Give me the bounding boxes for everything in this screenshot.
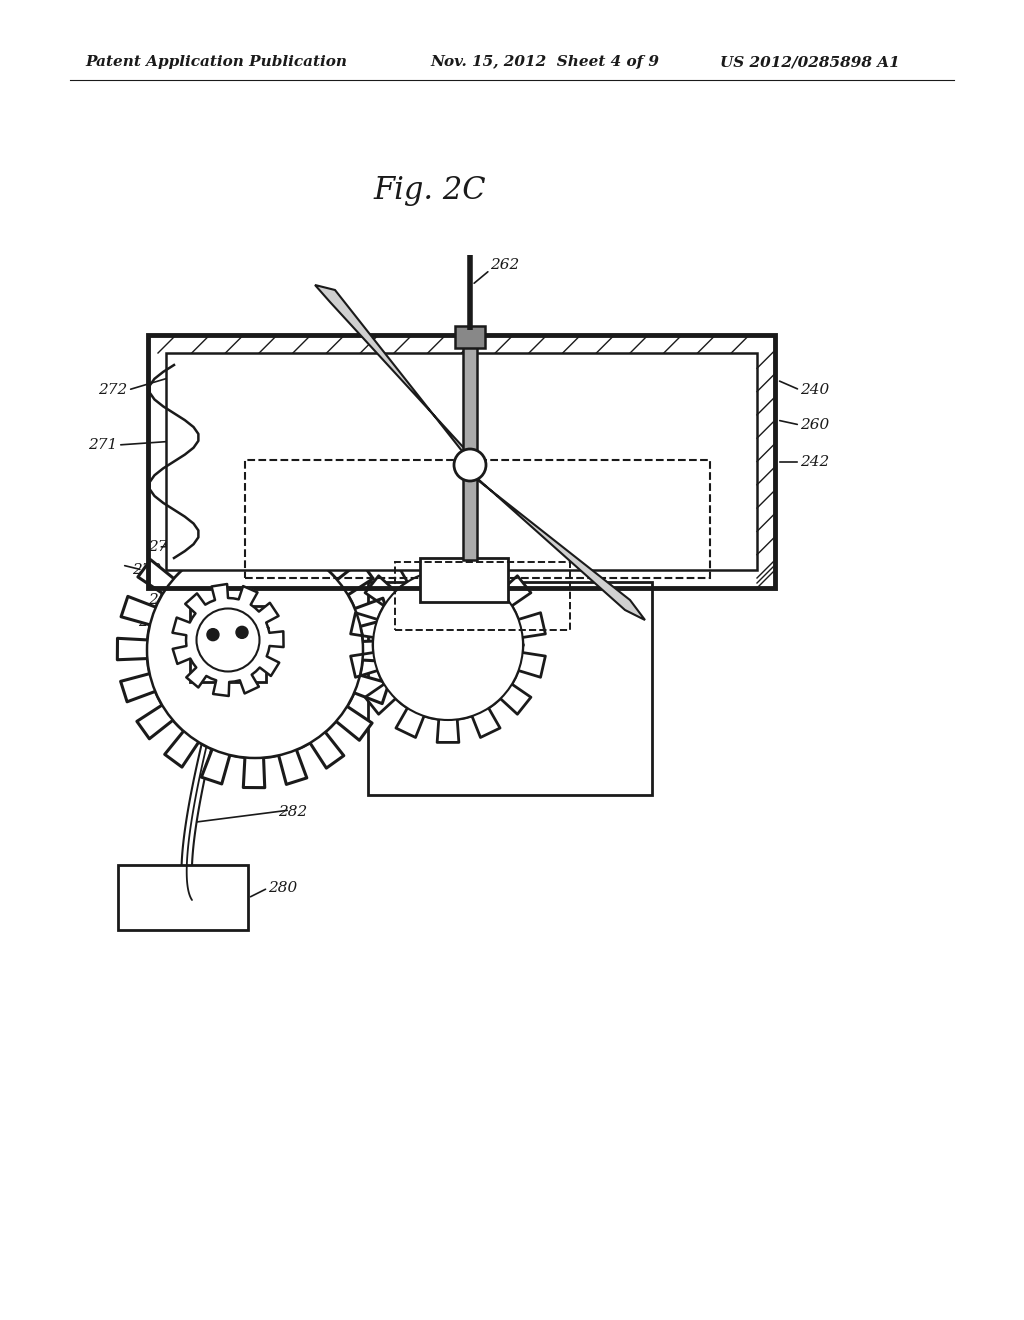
Circle shape <box>207 628 219 640</box>
Bar <box>420 558 508 602</box>
Text: 262: 262 <box>490 257 519 272</box>
Text: 270: 270 <box>132 564 161 577</box>
Bar <box>395 562 570 630</box>
Text: US 2012/0285898 A1: US 2012/0285898 A1 <box>720 55 900 69</box>
Circle shape <box>454 449 486 480</box>
Text: 271: 271 <box>88 438 118 451</box>
Text: 282: 282 <box>278 805 307 818</box>
Bar <box>455 326 485 348</box>
Text: 255: 255 <box>148 593 177 607</box>
Text: 250: 250 <box>570 612 599 627</box>
Text: 280: 280 <box>268 880 297 895</box>
Bar <box>463 330 477 560</box>
Text: 274: 274 <box>148 540 177 554</box>
Text: 222: 222 <box>620 663 649 677</box>
Text: Patent Application Publication: Patent Application Publication <box>85 55 347 69</box>
Text: Nov. 15, 2012  Sheet 4 of 9: Nov. 15, 2012 Sheet 4 of 9 <box>430 55 659 69</box>
Circle shape <box>373 570 523 719</box>
Bar <box>245 459 710 578</box>
Polygon shape <box>118 512 392 788</box>
Circle shape <box>197 609 259 672</box>
Text: 260: 260 <box>800 418 829 432</box>
Text: 240: 240 <box>800 383 829 397</box>
Text: 264: 264 <box>500 383 529 397</box>
Polygon shape <box>315 285 475 459</box>
Circle shape <box>236 627 248 639</box>
Polygon shape <box>350 548 546 742</box>
Bar <box>190 606 266 682</box>
Text: 272: 272 <box>98 383 127 397</box>
Polygon shape <box>172 583 284 696</box>
Text: 273: 273 <box>138 615 167 630</box>
Circle shape <box>147 543 362 758</box>
Text: 225: 225 <box>520 418 549 432</box>
Polygon shape <box>465 470 645 620</box>
Bar <box>118 865 248 931</box>
Bar <box>148 335 775 587</box>
Text: 242: 242 <box>800 455 829 469</box>
Bar <box>368 582 652 795</box>
Text: Fig. 2C: Fig. 2C <box>374 174 486 206</box>
Bar <box>166 352 757 570</box>
